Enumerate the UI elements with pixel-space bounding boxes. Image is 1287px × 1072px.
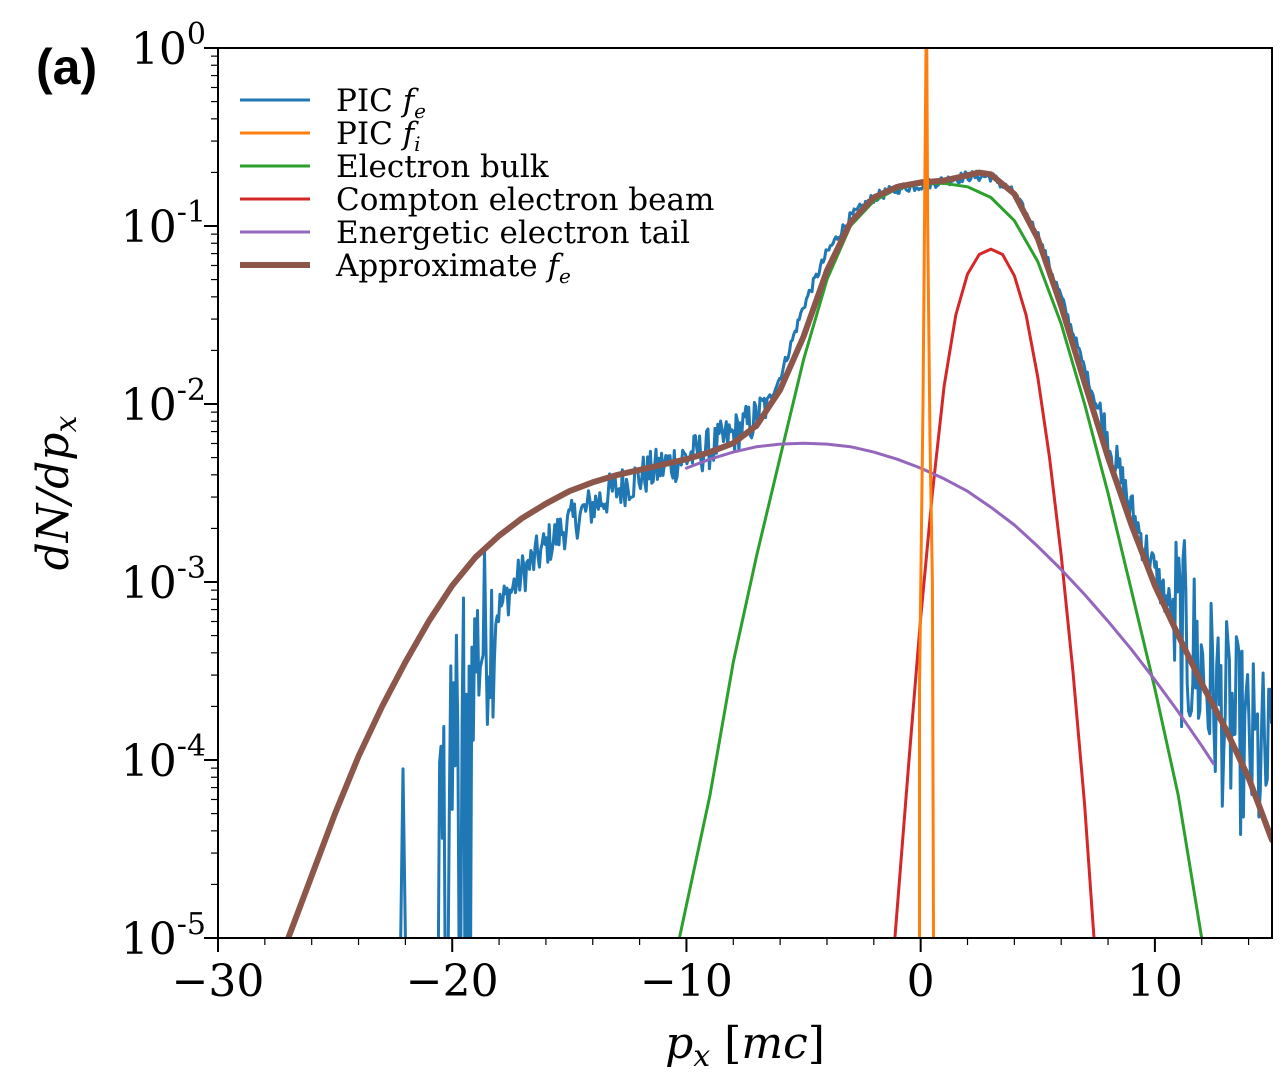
series-line-1 [920,0,934,938]
y-tick-label: 10-4 [121,729,206,787]
legend-label: Energetic electron tail [336,215,690,251]
legend-label: Electron bulk [336,149,549,185]
y-tick-label: 100 [131,17,206,75]
series-line-2 [679,183,1201,938]
y-tick-label: 10-1 [121,195,206,253]
x-tick-label: −30 [172,956,265,1007]
x-tick-label: −10 [640,956,733,1007]
legend-label: Approximate fe [335,248,571,288]
x-tick-label: 0 [907,956,935,1007]
x-tick-label: −20 [406,956,499,1007]
y-axis-title: dN/dpx [28,416,84,571]
y-tick-label: 10-3 [121,551,206,609]
x-tick-label: 10 [1127,956,1183,1007]
series-line-0 [401,171,1272,973]
chart: (a) 10010-110-210-310-410-5 −30 −20 −10 0 10… [0,0,1287,1072]
panel-label: (a) [36,39,97,95]
legend-label: Compton electron beam [336,182,714,218]
x-axis-title: px [mc] [665,1018,825,1072]
y-tick-label: 10-2 [121,373,206,431]
